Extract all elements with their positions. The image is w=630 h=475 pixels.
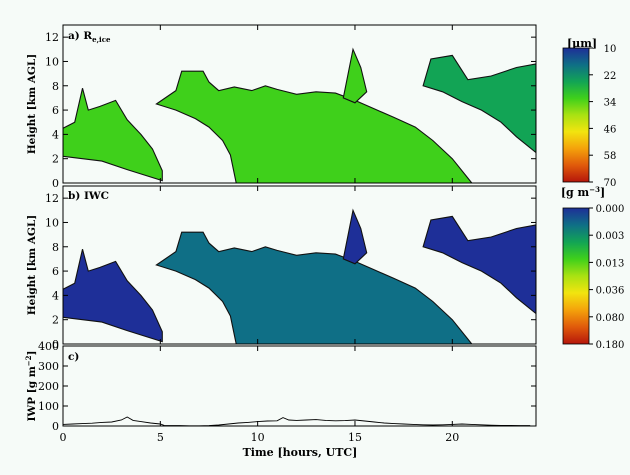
cloud-region-a-1 xyxy=(63,88,163,182)
colorbar-b-ticks: 0.000 0.003 0.013 0.036 0.080 0.180 xyxy=(589,204,624,351)
colorbar-b-bar xyxy=(562,207,590,345)
colorbar-tick-label: 22 xyxy=(604,71,617,82)
colorbar-tick-label: 58 xyxy=(604,151,617,162)
panel-b-y-ticks: 0 2 4 6 8 10 12 xyxy=(45,192,536,351)
colorbar-tick-label: 70 xyxy=(604,178,617,189)
colorbar-tick-label: 10 xyxy=(604,44,617,55)
colorbar-b-unit: [g m−3] xyxy=(561,185,605,199)
panel-b-frame xyxy=(62,185,537,345)
y-tick-label: 400 xyxy=(38,340,59,353)
cloud-region-b-1 xyxy=(63,249,163,343)
colorbar-tick-label: 0.000 xyxy=(596,204,625,215)
y-tick-label: 4 xyxy=(52,289,59,302)
y-tick-label: 0 xyxy=(52,338,59,351)
y-tick-label: 12 xyxy=(45,192,59,205)
iwp-series-line xyxy=(63,416,531,426)
panel-b-title: b) IWC xyxy=(68,190,109,202)
cloud-region-b-4 xyxy=(422,215,536,315)
colorbar-tick-label: 0.036 xyxy=(596,286,625,297)
panel-c-iwp: c) 0 100 200 300 400 IWP [g m−2] xyxy=(24,340,537,433)
cloud-region-b-3 xyxy=(342,208,368,265)
colorbar-a: [μm] 10 22 34 46 58 70 xyxy=(562,37,616,189)
x-axis-ticks: 0 5 10 15 20 xyxy=(60,25,459,444)
panel-a-ylabel: Height [km AGL] xyxy=(26,54,38,155)
x-tick-label: 0 xyxy=(60,431,67,444)
y-tick-label: 6 xyxy=(52,104,59,117)
y-tick-label: 6 xyxy=(52,265,59,278)
y-tick-label: 10 xyxy=(45,55,59,68)
colorbar-tick-label: 0.180 xyxy=(596,340,625,351)
y-tick-label: 0 xyxy=(52,177,59,190)
panel-a-y-ticks: 0 2 4 6 8 10 12 xyxy=(45,31,536,190)
colorbar-tick-label: 46 xyxy=(604,124,617,135)
colorbar-tick-label: 0.013 xyxy=(596,258,625,269)
panel-b-iwc: b) IWC 0 2 4 6 8 10 12 Height [km AGL] xyxy=(26,185,537,351)
y-tick-label: 10 xyxy=(45,216,59,229)
cloud-region-a-4 xyxy=(422,54,536,154)
y-tick-label: 100 xyxy=(38,400,59,413)
panel-c-title: c) xyxy=(68,351,79,363)
panel-c-ylabel: IWP [g m−2] xyxy=(24,350,38,421)
cloud-regions-a xyxy=(63,47,536,183)
x-tick-label: 5 xyxy=(157,431,164,444)
panel-a-frame xyxy=(62,24,537,184)
colorbar-a-bar xyxy=(562,47,590,183)
y-tick-label: 2 xyxy=(52,314,59,327)
y-tick-label: 2 xyxy=(52,153,59,166)
y-tick-label: 8 xyxy=(52,80,59,93)
y-tick-label: 4 xyxy=(52,128,59,141)
y-tick-label: 0 xyxy=(52,420,59,433)
colorbar-tick-label: 34 xyxy=(604,98,617,109)
cloud-region-a-2 xyxy=(155,70,473,183)
x-tick-label: 15 xyxy=(348,431,362,444)
y-tick-label: 200 xyxy=(38,380,59,393)
cloud-regions-b xyxy=(63,208,536,344)
colorbar-tick-label: 0.003 xyxy=(596,231,625,242)
y-tick-label: 300 xyxy=(38,360,59,373)
colorbar-b: [g m−3] 0.000 0.003 0.013 0.036 0.080 0.180 xyxy=(561,185,624,351)
x-tick-label: 10 xyxy=(251,431,265,444)
x-tick-label: 20 xyxy=(445,431,459,444)
panel-c-frame xyxy=(62,345,537,427)
y-tick-label: 8 xyxy=(52,241,59,254)
cloud-region-b-2 xyxy=(155,231,473,344)
colorbar-tick-label: 0.080 xyxy=(596,313,625,324)
panel-a-title: a) Re,ice xyxy=(68,30,111,44)
colorbar-a-unit: [μm] xyxy=(567,37,597,50)
panel-c-y-ticks: 0 100 200 300 400 xyxy=(38,340,536,433)
panel-a-reff: a) Re,ice 0 2 4 6 8 10 12 Height [km AGL] xyxy=(26,24,537,190)
y-tick-label: 12 xyxy=(45,31,59,44)
colorbar-a-ticks: 10 22 34 46 58 70 xyxy=(589,44,616,189)
panel-b-ylabel: Height [km AGL] xyxy=(26,215,38,316)
x-axis-label: Time [hours, UTC] xyxy=(243,446,358,459)
cloud-region-a-3 xyxy=(342,47,368,104)
